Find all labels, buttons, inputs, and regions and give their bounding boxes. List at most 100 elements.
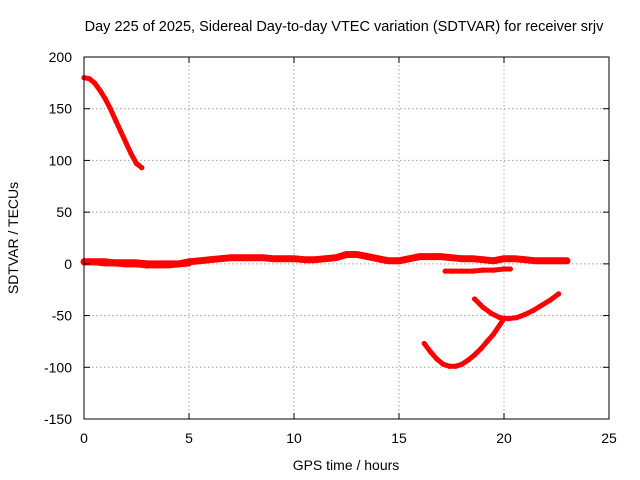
data-point bbox=[514, 315, 520, 321]
y-tick-label: 50 bbox=[56, 204, 72, 220]
data-point bbox=[396, 258, 402, 264]
data-point bbox=[505, 316, 511, 322]
data-point bbox=[556, 291, 562, 297]
chart-title: Day 225 of 2025, Sidereal Day-to-day VTE… bbox=[85, 19, 604, 35]
data-point bbox=[270, 256, 276, 262]
data-point bbox=[547, 297, 553, 303]
data-point bbox=[453, 363, 459, 369]
data-point bbox=[249, 255, 255, 261]
data-point bbox=[501, 266, 507, 272]
grid bbox=[84, 57, 609, 419]
x-tick-label: 10 bbox=[286, 430, 302, 446]
data-point bbox=[133, 160, 140, 167]
data-point bbox=[484, 338, 490, 344]
data-point bbox=[186, 261, 192, 267]
data-point bbox=[128, 151, 134, 157]
data-point bbox=[522, 311, 528, 318]
data-point bbox=[543, 258, 549, 264]
data-point bbox=[343, 251, 350, 258]
x-tick-label: 25 bbox=[601, 430, 617, 446]
data-point bbox=[217, 256, 224, 262]
data-point bbox=[123, 140, 129, 146]
data-point bbox=[448, 268, 455, 274]
data-point bbox=[207, 257, 213, 263]
data-point bbox=[459, 256, 465, 262]
data-point bbox=[469, 268, 476, 274]
data-point bbox=[530, 307, 537, 313]
data-point bbox=[511, 256, 518, 262]
data-point bbox=[112, 261, 119, 267]
data-point bbox=[434, 356, 440, 362]
data-point bbox=[497, 315, 503, 321]
data-point bbox=[490, 267, 497, 273]
data-point bbox=[133, 262, 140, 268]
data-point bbox=[375, 256, 381, 262]
data-point bbox=[144, 263, 150, 269]
data-point bbox=[421, 340, 427, 347]
data-point bbox=[291, 256, 297, 262]
y-tick-labels: -150 -100 -50 0 50 100 150 200 bbox=[44, 49, 72, 427]
data-point bbox=[102, 261, 108, 267]
data-point bbox=[118, 128, 124, 135]
data-point bbox=[469, 256, 476, 262]
axis-ticks bbox=[83, 56, 610, 420]
data-point bbox=[86, 76, 92, 82]
plot-frame bbox=[83, 56, 610, 420]
y-axis-label: SDTVAR / TECUs bbox=[5, 182, 21, 294]
data-point bbox=[228, 255, 234, 261]
data-point bbox=[364, 254, 371, 260]
data-point bbox=[91, 80, 98, 86]
data-point bbox=[459, 361, 465, 367]
y-tick-label: 200 bbox=[49, 49, 73, 65]
data-point bbox=[259, 255, 266, 261]
y-tick-label: -150 bbox=[44, 411, 72, 427]
data-point bbox=[480, 267, 486, 273]
data-point bbox=[427, 254, 434, 260]
x-tick-label: 15 bbox=[391, 430, 407, 446]
data-point bbox=[448, 255, 455, 261]
y-tick-label: 150 bbox=[49, 101, 73, 117]
data-point bbox=[196, 258, 203, 264]
y-tick-label: -100 bbox=[44, 359, 72, 375]
data-point bbox=[175, 262, 182, 268]
data-point bbox=[312, 257, 318, 263]
data-point bbox=[165, 263, 171, 269]
data-series-group bbox=[80, 75, 571, 369]
data-point bbox=[91, 260, 98, 266]
x-tick-labels: 0 5 10 15 20 25 bbox=[80, 430, 617, 446]
data-point bbox=[501, 256, 507, 262]
data-point bbox=[488, 310, 494, 317]
data-point bbox=[280, 256, 287, 262]
data-point bbox=[112, 117, 119, 123]
data-point bbox=[97, 87, 103, 93]
data-point bbox=[427, 349, 434, 355]
data-point bbox=[322, 256, 329, 262]
data-point bbox=[459, 268, 465, 274]
data-point bbox=[480, 304, 486, 310]
data-point bbox=[490, 258, 497, 264]
data-point bbox=[238, 255, 245, 261]
data-point bbox=[440, 361, 446, 367]
data-point bbox=[480, 257, 486, 263]
data-point bbox=[472, 352, 478, 358]
data-point bbox=[478, 346, 484, 352]
x-tick-label: 20 bbox=[496, 430, 512, 446]
data-point bbox=[532, 258, 539, 264]
data-point bbox=[522, 257, 528, 263]
y-tick-label: 0 bbox=[64, 256, 72, 272]
y-tick-label: 100 bbox=[49, 152, 73, 168]
y-tick-label: -50 bbox=[52, 308, 72, 324]
data-point bbox=[333, 255, 339, 261]
data-point bbox=[107, 106, 113, 112]
x-tick-label: 5 bbox=[185, 430, 193, 446]
data-series-line bbox=[442, 266, 513, 274]
data-point bbox=[385, 258, 392, 264]
data-point bbox=[564, 258, 570, 264]
data-point bbox=[354, 251, 360, 258]
x-tick-label: 0 bbox=[80, 430, 88, 446]
data-point bbox=[539, 302, 545, 308]
data-point bbox=[446, 363, 452, 369]
data-point bbox=[507, 266, 513, 272]
data-point bbox=[438, 254, 444, 260]
